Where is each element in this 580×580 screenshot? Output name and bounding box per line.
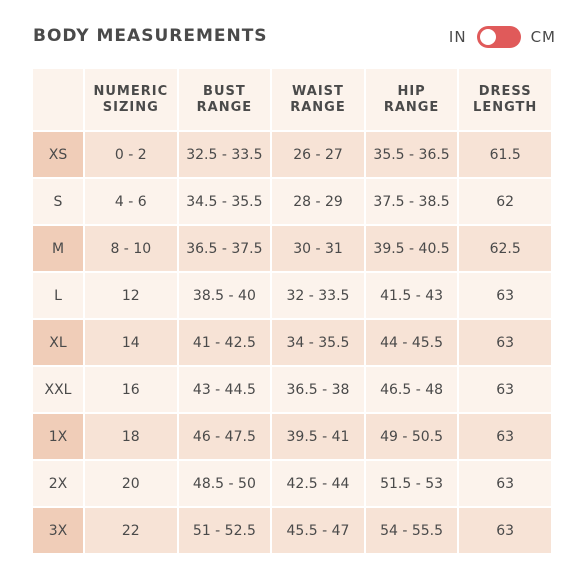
unit-switch[interactable] xyxy=(476,26,521,48)
hip-cell: 35.5 - 36.5 xyxy=(365,132,460,179)
waist-cell: 32 - 33.5 xyxy=(272,273,366,320)
size-cell: L xyxy=(33,273,85,320)
table-row: 2X 20 48.5 - 50 42.5 - 44 51.5 - 53 63 xyxy=(33,461,553,508)
bust-cell: 46 - 47.5 xyxy=(178,414,273,461)
numeric-cell: 4 - 6 xyxy=(85,179,179,226)
numeric-cell: 16 xyxy=(85,367,179,414)
waist-cell: 28 - 29 xyxy=(272,179,366,226)
numeric-cell: 14 xyxy=(85,320,179,367)
bust-cell: 34.5 - 35.5 xyxy=(178,179,273,226)
length-cell: 63 xyxy=(459,508,553,555)
table-row: M 8 - 10 36.5 - 37.5 30 - 31 39.5 - 40.5… xyxy=(33,226,553,273)
bust-cell: 41 - 42.5 xyxy=(178,320,273,367)
header-cell-blank xyxy=(33,69,85,132)
numeric-cell: 8 - 10 xyxy=(85,226,179,273)
hip-cell: 49 - 50.5 xyxy=(365,414,460,461)
length-cell: 63 xyxy=(459,367,553,414)
hip-cell: 39.5 - 40.5 xyxy=(365,226,460,273)
hip-cell: 54 - 55.5 xyxy=(365,508,460,555)
hip-cell: 51.5 - 53 xyxy=(365,461,460,508)
page-title: BODY MEASUREMENTS xyxy=(33,26,268,46)
header: BODY MEASUREMENTS IN CM xyxy=(0,0,580,70)
switch-knob xyxy=(479,29,496,45)
table-header-row: NUMERIC SIZING BUST RANGE WAIST RANGE HI… xyxy=(33,69,553,132)
waist-cell: 30 - 31 xyxy=(272,226,366,273)
size-cell: M xyxy=(33,226,85,273)
numeric-cell: 18 xyxy=(85,414,179,461)
length-cell: 63 xyxy=(459,414,553,461)
bust-cell: 38.5 - 40 xyxy=(178,273,273,320)
size-cell: 3X xyxy=(33,508,85,555)
unit-cm-label: CM xyxy=(530,28,556,46)
waist-cell: 39.5 - 41 xyxy=(272,414,366,461)
size-cell: XS xyxy=(33,132,85,179)
table-row: 3X 22 51 - 52.5 45.5 - 47 54 - 55.5 63 xyxy=(33,508,553,555)
waist-cell: 34 - 35.5 xyxy=(272,320,366,367)
numeric-cell: 12 xyxy=(85,273,179,320)
waist-cell: 42.5 - 44 xyxy=(272,461,366,508)
length-cell: 63 xyxy=(459,320,553,367)
size-cell: S xyxy=(33,179,85,226)
size-cell: XL xyxy=(33,320,85,367)
size-cell: 1X xyxy=(33,414,85,461)
size-chart-table: NUMERIC SIZING BUST RANGE WAIST RANGE HI… xyxy=(33,69,553,555)
length-cell: 62.5 xyxy=(459,226,553,273)
header-cell-dress-length: DRESS LENGTH xyxy=(459,69,553,132)
waist-cell: 26 - 27 xyxy=(272,132,366,179)
header-cell-bust-range: BUST RANGE xyxy=(178,69,273,132)
waist-cell: 36.5 - 38 xyxy=(272,367,366,414)
hip-cell: 46.5 - 48 xyxy=(365,367,460,414)
table-row: L 12 38.5 - 40 32 - 33.5 41.5 - 43 63 xyxy=(33,273,553,320)
table-row: XXL 16 43 - 44.5 36.5 - 38 46.5 - 48 63 xyxy=(33,367,553,414)
length-cell: 63 xyxy=(459,461,553,508)
bust-cell: 36.5 - 37.5 xyxy=(178,226,273,273)
numeric-cell: 20 xyxy=(85,461,179,508)
header-cell-hip-range: HIP RANGE xyxy=(365,69,460,132)
size-cell: 2X xyxy=(33,461,85,508)
size-cell: XXL xyxy=(33,367,85,414)
hip-cell: 37.5 - 38.5 xyxy=(365,179,460,226)
bust-cell: 51 - 52.5 xyxy=(178,508,273,555)
table-row: S 4 - 6 34.5 - 35.5 28 - 29 37.5 - 38.5 … xyxy=(33,179,553,226)
numeric-cell: 22 xyxy=(85,508,179,555)
hip-cell: 41.5 - 43 xyxy=(365,273,460,320)
unit-in-label: IN xyxy=(448,28,467,46)
waist-cell: 45.5 - 47 xyxy=(272,508,366,555)
table-row: XS 0 - 2 32.5 - 33.5 26 - 27 35.5 - 36.5… xyxy=(33,132,553,179)
numeric-cell: 0 - 2 xyxy=(85,132,179,179)
bust-cell: 43 - 44.5 xyxy=(178,367,273,414)
length-cell: 62 xyxy=(459,179,553,226)
header-cell-numeric-sizing: NUMERIC SIZING xyxy=(85,69,179,132)
header-cell-waist-range: WAIST RANGE xyxy=(272,69,366,132)
unit-toggle: IN CM xyxy=(449,26,556,48)
table-row: 1X 18 46 - 47.5 39.5 - 41 49 - 50.5 63 xyxy=(33,414,553,461)
bust-cell: 32.5 - 33.5 xyxy=(178,132,273,179)
table-row: XL 14 41 - 42.5 34 - 35.5 44 - 45.5 63 xyxy=(33,320,553,367)
length-cell: 61.5 xyxy=(459,132,553,179)
bust-cell: 48.5 - 50 xyxy=(178,461,273,508)
length-cell: 63 xyxy=(459,273,553,320)
hip-cell: 44 - 45.5 xyxy=(365,320,460,367)
